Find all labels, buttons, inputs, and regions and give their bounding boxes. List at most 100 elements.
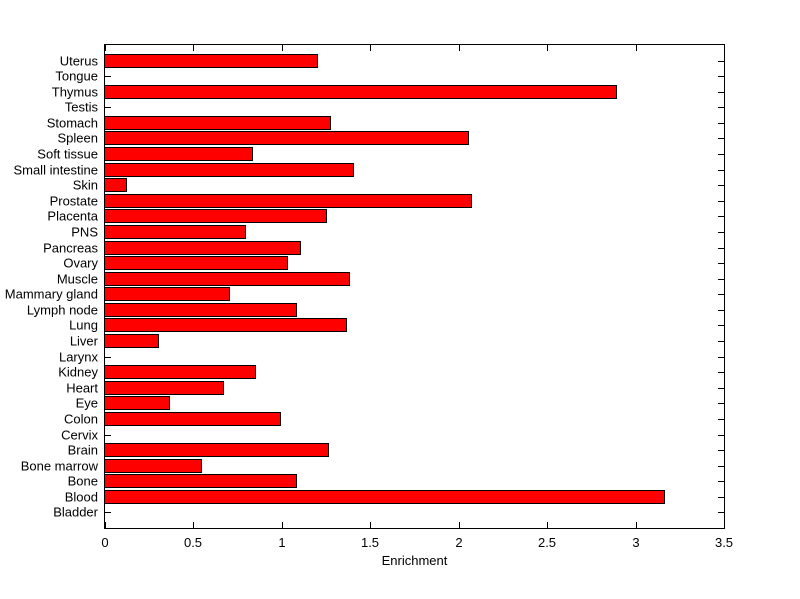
x-tick-mark-top xyxy=(282,45,283,51)
bar-muscle xyxy=(105,272,350,286)
y-tick-mark-right-prostate xyxy=(718,201,724,202)
y-tick-mark-right-bladder xyxy=(718,512,724,513)
y-tick-mark-right-stomach xyxy=(718,123,724,124)
y-tick-mark-right-liver xyxy=(718,341,724,342)
category-label-pns: PNS xyxy=(71,224,98,240)
category-label-tongue: Tongue xyxy=(55,68,98,84)
category-label-lung: Lung xyxy=(69,317,98,333)
category-label-bone-marrow: Bone marrow xyxy=(20,458,98,474)
x-tick-mark-bottom xyxy=(459,522,460,528)
y-tick-mark-left-testis xyxy=(105,107,111,108)
bar-pns xyxy=(105,225,246,239)
y-tick-mark-right-lymph-node xyxy=(718,310,724,311)
y-tick-mark-left-bladder xyxy=(105,512,111,513)
category-label-bone: Bone xyxy=(67,473,98,489)
y-tick-mark-right-bone xyxy=(718,481,724,482)
y-tick-mark-right-muscle xyxy=(718,279,724,280)
category-label-muscle: Muscle xyxy=(56,271,98,287)
y-tick-mark-right-spleen xyxy=(718,138,724,139)
x-tick-mark-bottom xyxy=(193,522,194,528)
x-tick-label-1-5: 1.5 xyxy=(360,535,380,550)
bar-stomach xyxy=(105,116,331,130)
x-tick-label-0-5: 0.5 xyxy=(183,535,203,550)
bar-lung xyxy=(105,318,347,332)
x-tick-label-1: 1 xyxy=(278,535,286,550)
x-tick-mark-top xyxy=(636,45,637,51)
category-label-thymus: Thymus xyxy=(51,84,98,100)
y-tick-mark-left-cervix xyxy=(105,435,111,436)
bar-bone-marrow xyxy=(105,459,202,473)
x-tick-mark-bottom xyxy=(370,522,371,528)
bar-thymus xyxy=(105,85,617,99)
y-tick-mark-right-eye xyxy=(718,403,724,404)
bar-spleen xyxy=(105,131,469,145)
category-label-larynx: Larynx xyxy=(58,349,98,365)
category-label-ovary: Ovary xyxy=(63,255,98,271)
category-label-eye: Eye xyxy=(75,395,98,411)
y-tick-mark-right-bone-marrow xyxy=(718,466,724,467)
y-tick-mark-right-colon xyxy=(718,419,724,420)
y-tick-mark-right-soft-tissue xyxy=(718,154,724,155)
y-tick-mark-left-tongue xyxy=(105,76,111,77)
x-tick-mark-top xyxy=(547,45,548,51)
category-label-small-intestine: Small intestine xyxy=(13,162,98,178)
x-tick-mark-top xyxy=(193,45,194,51)
y-tick-mark-right-thymus xyxy=(718,92,724,93)
category-label-uterus: Uterus xyxy=(59,53,98,69)
category-label-placenta: Placenta xyxy=(47,208,98,224)
bar-ovary xyxy=(105,256,288,270)
x-tick-label-3-5: 3.5 xyxy=(714,535,734,550)
y-tick-mark-right-kidney xyxy=(718,372,724,373)
y-tick-mark-right-tongue xyxy=(718,76,724,77)
category-label-blood: Blood xyxy=(64,489,98,505)
y-tick-mark-right-cervix xyxy=(718,435,724,436)
category-label-pancreas: Pancreas xyxy=(43,240,98,256)
x-tick-label-3: 3 xyxy=(632,535,640,550)
y-tick-mark-right-placenta xyxy=(718,216,724,217)
category-label-prostate: Prostate xyxy=(49,193,98,209)
bar-small-intestine xyxy=(105,163,354,177)
category-label-colon: Colon xyxy=(64,411,98,427)
x-tick-mark-top xyxy=(724,45,725,51)
y-tick-mark-right-mammary-gland xyxy=(718,294,724,295)
bar-prostate xyxy=(105,194,472,208)
bar-blood xyxy=(105,490,665,504)
x-tick-label-0: 0 xyxy=(101,535,109,550)
y-tick-mark-right-pancreas xyxy=(718,248,724,249)
category-label-kidney: Kidney xyxy=(58,364,98,380)
x-tick-label-2-5: 2.5 xyxy=(537,535,557,550)
category-label-mammary-gland: Mammary gland xyxy=(4,286,98,302)
y-tick-mark-right-lung xyxy=(718,325,724,326)
x-tick-mark-bottom xyxy=(636,522,637,528)
category-label-bladder: Bladder xyxy=(53,504,98,520)
bar-mammary-gland xyxy=(105,287,230,301)
bar-kidney xyxy=(105,365,256,379)
y-tick-mark-right-pns xyxy=(718,232,724,233)
x-tick-mark-top xyxy=(105,45,106,51)
y-tick-mark-right-brain xyxy=(718,450,724,451)
bar-placenta xyxy=(105,209,327,223)
x-tick-label-2: 2 xyxy=(455,535,463,550)
bar-lymph-node xyxy=(105,303,297,317)
y-tick-mark-right-blood xyxy=(718,497,724,498)
bar-pancreas xyxy=(105,241,301,255)
category-label-heart: Heart xyxy=(66,380,98,396)
y-tick-mark-right-small-intestine xyxy=(718,170,724,171)
plot-area: 0 0.5 1 1.5 2 2.5 3 3.5 Uterus Tongue Thymus Testis… xyxy=(5,44,733,550)
x-tick-mark-bottom xyxy=(105,522,106,528)
category-label-spleen: Spleen xyxy=(57,130,98,146)
bar-liver xyxy=(105,334,159,348)
y-tick-mark-right-heart xyxy=(718,388,724,389)
bar-brain xyxy=(105,443,329,457)
bar-heart xyxy=(105,381,224,395)
y-tick-mark-right-testis xyxy=(718,107,724,108)
bar-skin xyxy=(105,178,127,192)
category-label-brain: Brain xyxy=(67,442,98,458)
x-axis-label: Enrichment xyxy=(381,553,448,568)
x-tick-mark-top xyxy=(459,45,460,51)
category-label-soft-tissue: Soft tissue xyxy=(37,146,98,162)
category-label-cervix: Cervix xyxy=(61,427,98,443)
x-tick-mark-bottom xyxy=(282,522,283,528)
bar-bone xyxy=(105,474,297,488)
